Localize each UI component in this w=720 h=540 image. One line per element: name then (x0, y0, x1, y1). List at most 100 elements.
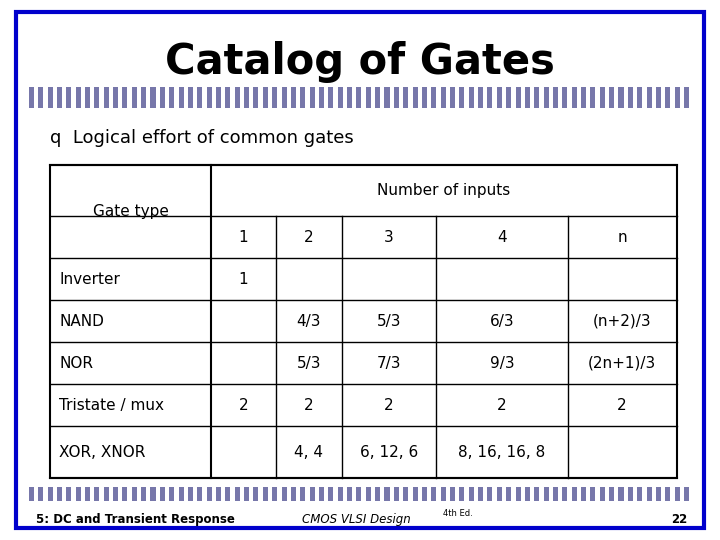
Bar (506, 101, 511, 108)
Bar (675, 494, 680, 501)
Bar (150, 101, 156, 108)
Bar (141, 494, 146, 501)
Bar (272, 494, 277, 501)
Bar (188, 101, 193, 108)
Bar (656, 87, 661, 94)
Text: 6, 12, 6: 6, 12, 6 (360, 444, 418, 460)
Bar (525, 487, 530, 494)
Bar (375, 494, 380, 501)
Bar (431, 87, 436, 94)
Bar (244, 87, 249, 94)
Text: NAND: NAND (59, 314, 104, 329)
Bar (94, 94, 99, 101)
Bar (581, 487, 586, 494)
Bar (497, 494, 502, 501)
Text: 2: 2 (498, 398, 507, 413)
Text: 2: 2 (617, 398, 627, 413)
Bar (375, 94, 380, 101)
Bar (394, 494, 399, 501)
Bar (38, 487, 43, 494)
Bar (282, 494, 287, 501)
Bar (544, 494, 549, 501)
Bar (366, 94, 371, 101)
Bar (647, 494, 652, 501)
Bar (637, 94, 642, 101)
Bar (85, 94, 90, 101)
Bar (544, 94, 549, 101)
Bar (272, 94, 277, 101)
Bar (375, 101, 380, 108)
Bar (600, 494, 605, 501)
Bar (403, 487, 408, 494)
Bar (431, 94, 436, 101)
Bar (263, 494, 268, 501)
Bar (263, 101, 268, 108)
Bar (310, 101, 315, 108)
Text: 2: 2 (384, 398, 394, 413)
Bar (525, 494, 530, 501)
Text: CMOS VLSI Design: CMOS VLSI Design (302, 513, 411, 526)
Text: 4/3: 4/3 (297, 314, 321, 329)
Bar (291, 94, 296, 101)
Bar (450, 101, 455, 108)
Bar (216, 87, 221, 94)
Bar (179, 87, 184, 94)
Bar (497, 101, 502, 108)
Bar (263, 487, 268, 494)
Bar (169, 87, 174, 94)
Bar (235, 494, 240, 501)
Bar (665, 101, 670, 108)
Bar (38, 101, 43, 108)
Bar (291, 494, 296, 501)
Text: q  Logical effort of common gates: q Logical effort of common gates (50, 129, 354, 147)
Bar (590, 494, 595, 501)
Bar (441, 494, 446, 501)
Bar (216, 487, 221, 494)
Bar (188, 487, 193, 494)
Bar (57, 94, 62, 101)
Bar (637, 87, 642, 94)
Bar (38, 494, 43, 501)
Bar (590, 487, 595, 494)
Bar (487, 94, 492, 101)
Bar (310, 487, 315, 494)
Bar (675, 101, 680, 108)
Bar (216, 94, 221, 101)
Bar (497, 94, 502, 101)
Bar (235, 487, 240, 494)
Bar (207, 494, 212, 501)
Bar (66, 101, 71, 108)
Bar (487, 494, 492, 501)
Bar (244, 94, 249, 101)
Bar (506, 494, 511, 501)
Bar (590, 101, 595, 108)
Bar (169, 494, 174, 501)
Bar (225, 101, 230, 108)
Text: NOR: NOR (59, 356, 93, 371)
Bar (600, 94, 605, 101)
Bar (300, 101, 305, 108)
Bar (422, 94, 427, 101)
Bar (57, 487, 62, 494)
Bar (684, 101, 689, 108)
Text: 8, 16, 16, 8: 8, 16, 16, 8 (459, 444, 546, 460)
Bar (197, 487, 202, 494)
Bar (85, 87, 90, 94)
Bar (328, 94, 333, 101)
Bar (656, 94, 661, 101)
Bar (225, 494, 230, 501)
Bar (506, 487, 511, 494)
Bar (253, 101, 258, 108)
Bar (366, 101, 371, 108)
Bar (207, 101, 212, 108)
Bar (656, 101, 661, 108)
Bar (684, 494, 689, 501)
Bar (459, 494, 464, 501)
Bar (450, 94, 455, 101)
Bar (413, 87, 418, 94)
Bar (235, 101, 240, 108)
Bar (356, 87, 361, 94)
Bar (57, 87, 62, 94)
Bar (647, 487, 652, 494)
Bar (375, 487, 380, 494)
